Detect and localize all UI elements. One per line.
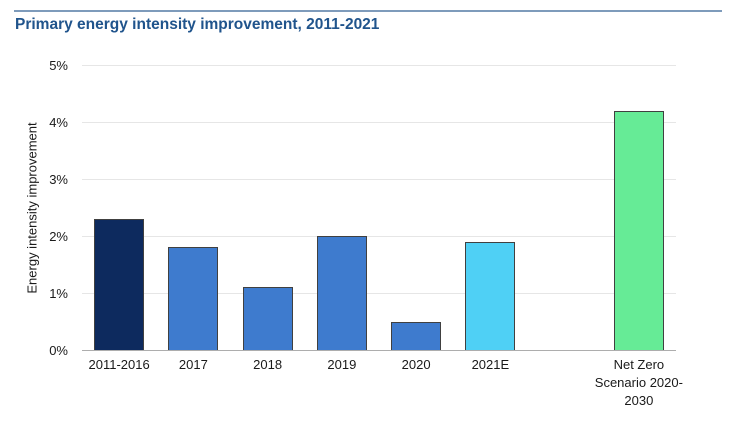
- bar-net-zero-scenario-2020-2030: [613, 110, 664, 350]
- bar-2020: [391, 321, 442, 350]
- y-axis-title: Energy intensity improvement: [24, 122, 40, 294]
- x-tick-label-2017: 2017: [178, 357, 208, 372]
- bar-2021e: [465, 241, 516, 350]
- x-tick-label-2020: 2020: [401, 357, 431, 372]
- x-tick-label-2018: 2018: [253, 357, 283, 372]
- x-tick-label-2011-2016: 2011-2016: [88, 357, 150, 372]
- x-tick-label-2019: 2019: [327, 357, 357, 372]
- x-tick-label-2021e: 2021E: [471, 357, 510, 372]
- y-tick-label: 3%: [49, 172, 68, 187]
- gridline: [82, 235, 676, 237]
- plot-area: 0% 1% 2% 3% 4% 5% 2011-2016 2017 2018 2019 2020 202…: [49, 58, 683, 408]
- y-tick-label: 5%: [49, 58, 68, 73]
- x-tick-label-net-zero-scenario-2020-2030: Net Zero Scenario 2020-2030: [594, 357, 683, 408]
- y-tick-label: 4%: [49, 115, 68, 130]
- title-rule: [14, 10, 722, 12]
- y-tick-label: 1%: [49, 286, 68, 301]
- gridline: [82, 121, 676, 123]
- bar-2017: [168, 247, 219, 350]
- bar-2018: [242, 287, 293, 350]
- y-tick-label: 2%: [49, 229, 68, 244]
- page-title: Primary energy intensity improvement, 20…: [15, 16, 380, 33]
- gridline: [82, 178, 676, 180]
- bar-2019: [316, 236, 367, 350]
- bar-2011-2016: [94, 218, 145, 350]
- gridline: [82, 64, 676, 66]
- y-tick-label: 0%: [49, 343, 68, 358]
- gridline: [82, 292, 676, 294]
